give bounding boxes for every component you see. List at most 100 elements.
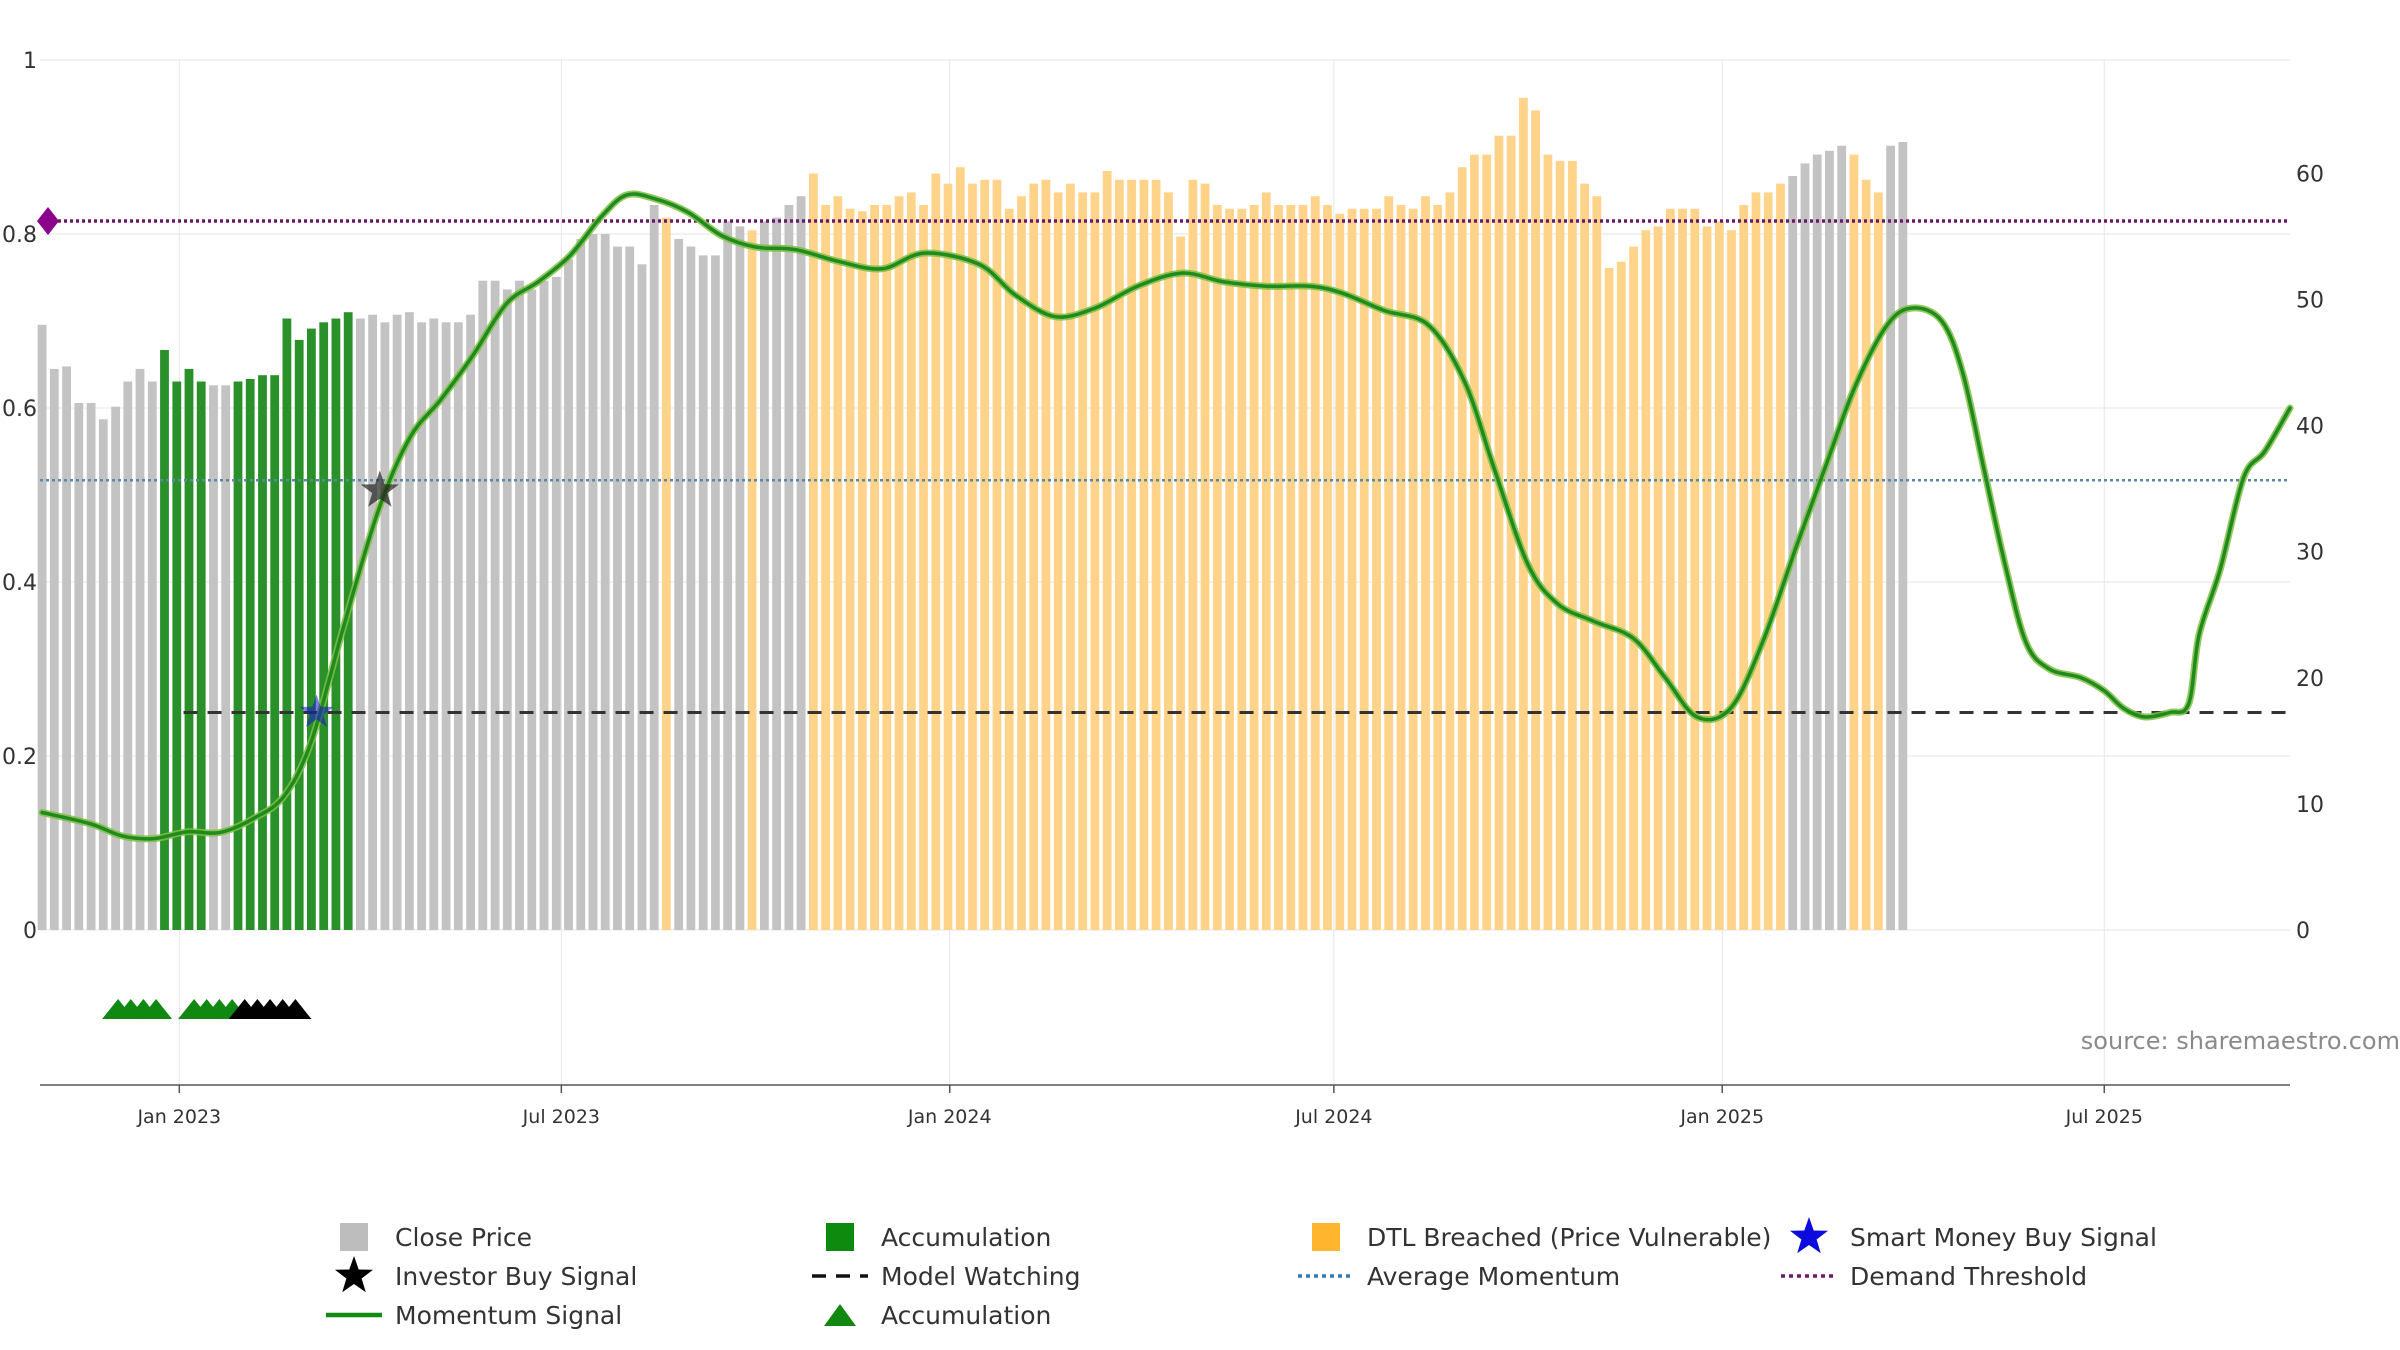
dtl-breached-bar — [1861, 179, 1871, 931]
accumulation-triangle-black — [279, 999, 312, 1019]
legend-item: Momentum Signal — [326, 1301, 622, 1330]
close-price-bar — [649, 205, 659, 930]
close-price-bar — [551, 276, 561, 930]
legend-item: Average Momentum — [1298, 1262, 1620, 1291]
accumulation-bar — [319, 322, 329, 930]
close-price-bar — [539, 280, 549, 930]
dtl-breached-bar — [1519, 97, 1528, 931]
x-tick-label: Jan 2023 — [136, 1106, 221, 1128]
dtl-breached-bar — [1421, 196, 1430, 930]
right-tick-label: 40 — [2296, 415, 2324, 440]
dtl-breached-bar — [1616, 261, 1626, 930]
dtl-breached-bar — [1678, 208, 1687, 931]
green-triangle-icon — [824, 1304, 856, 1326]
dtl-breached-bar — [1029, 183, 1039, 931]
legend-item: DTL Breached (Price Vulnerable) — [1312, 1223, 1771, 1252]
dtl-breached-bar — [1457, 167, 1467, 930]
dtl-breached-bar — [943, 183, 953, 931]
dtl-breached-bar — [1653, 226, 1663, 930]
legend-item: Accumulation — [824, 1301, 1051, 1330]
dtl-breached-bar — [662, 217, 671, 931]
dtl-breached-bar — [1151, 179, 1161, 931]
close-price-bar — [417, 322, 426, 930]
accumulation-bar — [307, 328, 316, 931]
dtl-breached-bar — [1212, 205, 1222, 930]
smart-money-buy-signal-star — [299, 694, 334, 728]
dtl-breached-bar — [992, 179, 1002, 931]
black-star-icon — [335, 1256, 373, 1293]
dtl-breached-bar — [1629, 246, 1638, 931]
dtl-breached-bar — [919, 205, 928, 930]
demand-threshold-diamond — [37, 206, 59, 235]
close-price-bar — [86, 403, 96, 930]
right-tick-label: 0 — [2296, 919, 2310, 944]
accumulation-bar — [258, 375, 267, 930]
close-price-bar — [1837, 145, 1847, 930]
orange-square-icon — [1312, 1223, 1340, 1251]
legend-item: Investor Buy Signal — [335, 1256, 637, 1293]
dtl-breached-bar — [1592, 196, 1602, 930]
dtl-breached-bar — [1849, 154, 1859, 931]
reference-lines — [37, 206, 2290, 714]
close-price-bar — [588, 234, 598, 930]
dtl-breached-bar — [809, 173, 818, 930]
dtl-breached-bar — [857, 211, 867, 931]
dtl-breached-bar — [882, 205, 892, 930]
close-price-bar — [1886, 145, 1895, 930]
close-price-bar — [796, 196, 806, 930]
accumulation-bar — [160, 350, 169, 930]
close-price-bar — [98, 419, 108, 930]
dtl-breached-bar — [747, 230, 757, 930]
accumulation-bar — [233, 381, 243, 930]
dtl-breached-bar — [1580, 183, 1589, 931]
legend-item: Accumulation — [826, 1223, 1051, 1252]
dtl-breached-bar — [845, 208, 855, 931]
close-price-bars — [37, 97, 1908, 931]
close-price-bar — [37, 324, 47, 930]
dtl-breached-bar — [1555, 160, 1565, 930]
close-price-bar — [698, 255, 708, 930]
dtl-breached-bar — [1139, 179, 1149, 931]
dtl-breached-bar — [1066, 183, 1075, 931]
dtl-breached-bar — [1335, 213, 1345, 931]
close-price-bar — [674, 239, 684, 930]
dtl-breached-bar — [1004, 208, 1014, 931]
momentum-signal-line — [38, 190, 2294, 843]
legend-item: Demand Threshold — [1781, 1262, 2087, 1291]
dtl-breached-bar — [1078, 192, 1088, 930]
close-price-bar — [466, 314, 475, 930]
dtl-breached-bar — [1286, 205, 1296, 930]
right-tick-label: 20 — [2296, 667, 2324, 692]
legend-item: Close Price — [340, 1223, 532, 1252]
legend-label: DTL Breached (Price Vulnerable) — [1367, 1223, 1771, 1252]
dtl-breached-bar — [1727, 230, 1736, 930]
dtl-breached-bar — [931, 173, 941, 930]
close-price-bar — [429, 318, 439, 930]
close-price-bar — [564, 259, 573, 930]
close-price-bar — [784, 205, 794, 930]
dtl-breached-bar — [1482, 154, 1492, 931]
close-price-bar — [1825, 150, 1834, 931]
accumulation-bar — [184, 368, 194, 930]
close-price-bar — [772, 217, 781, 931]
legend: Close Price Accumulation DTL Breached (Pri… — [326, 1217, 2157, 1330]
momentum-signal-path — [40, 192, 2292, 841]
close-price-bar — [760, 221, 769, 930]
dtl-breached-bar — [1433, 205, 1443, 930]
dtl-breached-bar — [1739, 205, 1749, 930]
accumulation-triangle — [140, 999, 173, 1019]
dtl-breached-bar — [1347, 208, 1357, 931]
dtl-breached-bar — [894, 196, 904, 930]
close-price-bar — [147, 381, 157, 930]
dtl-breached-bar — [1665, 208, 1675, 931]
dtl-breached-bar — [1298, 205, 1308, 930]
dtl-breached-bar — [1274, 205, 1283, 930]
close-price-bar — [453, 322, 463, 930]
close-price-bar — [527, 289, 537, 930]
close-price-bar — [1800, 163, 1810, 930]
legend-item: Smart Money Buy Signal — [1790, 1217, 2157, 1254]
dtl-breached-bar — [1568, 160, 1577, 930]
investor-buy-signal-star — [360, 470, 399, 507]
dtl-breached-bar — [1310, 196, 1320, 930]
dtl-breached-bar — [1763, 192, 1773, 930]
